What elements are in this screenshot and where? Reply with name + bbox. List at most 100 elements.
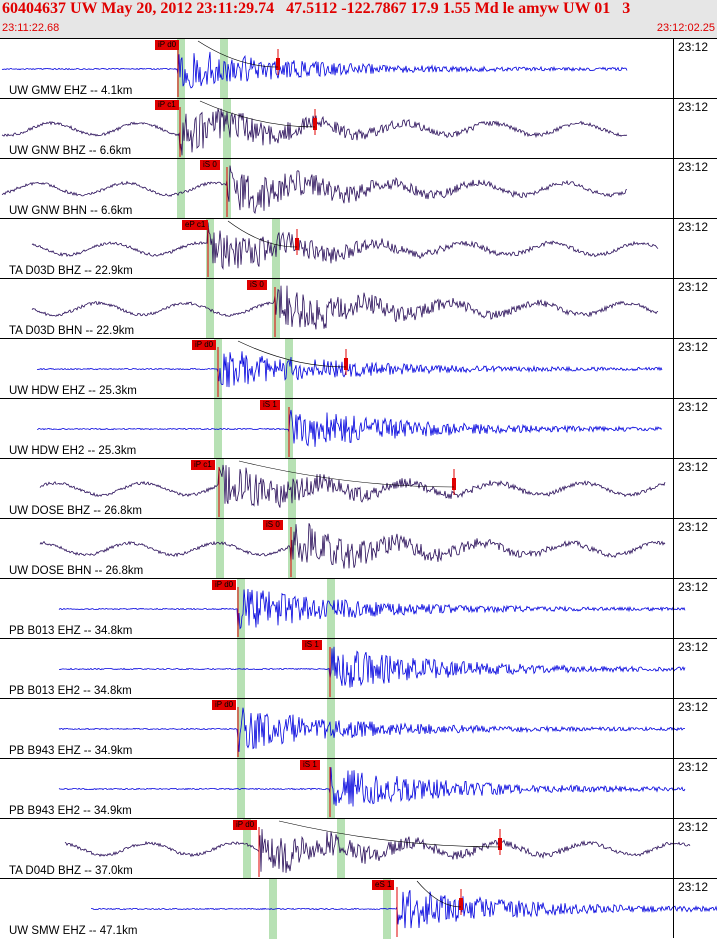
waveform-plot	[58, 699, 685, 759]
phase-window-bar	[327, 579, 335, 639]
waveform-trace	[36, 409, 663, 447]
panel-time-label: 23:12	[678, 280, 709, 294]
phase-pick-label[interactable]: iS 1	[300, 760, 320, 770]
waveform-trace	[39, 464, 666, 508]
seismogram-panel[interactable]: iS 0 23:12 UW DOSE BHN -- 26.8km	[0, 518, 717, 579]
seismogram-panel[interactable]: iP d0 23:12 UW HDW EHZ -- 25.3km	[0, 338, 717, 399]
coda-fit-curve	[238, 460, 455, 488]
coda-marker-box	[459, 898, 463, 910]
waveform-trace	[1, 51, 628, 89]
channel-label: TA D03D BHZ -- 22.9km	[9, 265, 133, 277]
seismogram-panel[interactable]: iS 0 23:12 TA D03D BHN -- 22.9km	[0, 278, 717, 339]
waveform-plot	[36, 399, 663, 459]
panel-time-label: 23:12	[678, 520, 709, 534]
phase-pick-label[interactable]: eS 1	[372, 880, 395, 890]
seismogram-panel[interactable]: iP c1 23:12 UW GNW BHZ -- 6.6km	[0, 98, 717, 159]
waveform-trace	[91, 889, 717, 929]
channel-label: UW HDW EHZ -- 25.3km	[9, 385, 137, 397]
waveform-plot	[1, 99, 628, 159]
phase-window-bar	[214, 399, 222, 459]
waveform-trace	[31, 222, 659, 271]
phase-pick-label[interactable]: iP c1	[155, 100, 179, 110]
event-header: 60404637 UW May 20, 2012 23:11:29.74 47.…	[0, 0, 717, 38]
panel-time-label: 23:12	[678, 700, 709, 714]
seismogram-panel[interactable]: eP c1 23:12 TA D03D BHZ -- 22.9km	[0, 218, 717, 279]
coda-fit-curve	[227, 220, 298, 248]
phase-window-bar	[220, 39, 228, 99]
phase-pick-label[interactable]: iS 0	[247, 280, 267, 290]
panel-time-label: 23:12	[678, 640, 709, 654]
start-time: 23:11:22.68	[2, 22, 60, 34]
channel-label: UW HDW EH2 -- 25.3km	[9, 445, 137, 457]
phase-window-bar	[285, 339, 293, 399]
waveform-plot	[91, 879, 717, 939]
phase-pick-label[interactable]: iS 0	[263, 520, 283, 530]
phase-window-bar	[288, 459, 296, 519]
waveform-plot	[1, 39, 628, 99]
phase-window-bar	[216, 519, 224, 579]
coda-fit-curve	[278, 820, 501, 848]
phase-pick-label[interactable]: eP c1	[182, 220, 209, 230]
seismogram-panel[interactable]: iP d0 23:12 PB B943 EHZ -- 34.9km	[0, 698, 717, 759]
panel-time-label: 23:12	[678, 160, 709, 174]
seismogram-panels: iP d0 23:12 UW GMW EHZ -- 4.1km iP c1 23:12 U…	[0, 38, 717, 939]
seismogram-panel[interactable]: iP d0 23:12 TA D04D BHZ -- 37.0km	[0, 818, 717, 879]
phase-pick-label[interactable]: iP c1	[191, 460, 215, 470]
phase-window-bar	[216, 459, 224, 519]
coda-fit-curve	[197, 40, 279, 68]
channel-label: PB B013 EHZ -- 34.8km	[9, 625, 133, 637]
panel-time-label: 23:12	[678, 580, 709, 594]
channel-label: UW GMW EHZ -- 4.1km	[9, 85, 133, 97]
waveform-plot	[59, 639, 686, 699]
panel-time-label: 23:12	[678, 340, 709, 354]
waveform-trace	[59, 646, 686, 688]
phase-pick-label[interactable]: iP d0	[155, 40, 180, 50]
phase-window-bar	[243, 819, 251, 879]
waveform-trace	[58, 588, 686, 630]
waveform-plot	[58, 579, 686, 639]
seismogram-panel[interactable]: iS 1 23:12 PB B943 EH2 -- 34.9km	[0, 758, 717, 819]
seismogram-panel[interactable]: iP d0 23:12 PB B013 EHZ -- 34.8km	[0, 578, 717, 639]
seismogram-panel[interactable]: iP d0 23:12 UW GMW EHZ -- 4.1km	[0, 38, 717, 99]
seismogram-panel[interactable]: iS 1 23:12 UW HDW EH2 -- 25.3km	[0, 398, 717, 459]
seismogram-panel[interactable]: iS 0 23:12 UW GNW BHN -- 6.6km	[0, 158, 717, 219]
panel-time-label: 23:12	[678, 100, 709, 114]
phase-pick-label[interactable]: iP d0	[212, 700, 237, 710]
phase-pick-label[interactable]: iS 1	[260, 400, 280, 410]
seismogram-panel[interactable]: eS 1 23:12 UW SMW EHZ -- 47.1km	[0, 878, 717, 939]
panel-time-label: 23:12	[678, 880, 709, 894]
phase-window-bar	[272, 219, 280, 279]
waveform-plot	[1, 159, 628, 219]
channel-label: TA D04D BHZ -- 37.0km	[9, 865, 133, 877]
phase-pick-label[interactable]: iP d0	[192, 340, 217, 350]
channel-label: PB B943 EHZ -- 34.9km	[9, 745, 133, 757]
waveform-plot	[64, 819, 691, 879]
coda-marker-box	[313, 118, 317, 130]
phase-window-bar	[177, 99, 185, 159]
channel-label: TA D03D BHN -- 22.9km	[9, 325, 135, 337]
phase-window-bar	[327, 759, 335, 819]
waveform-trace	[58, 767, 686, 807]
coda-fit-curve	[199, 100, 316, 128]
channel-label: UW GNW BHZ -- 6.6km	[9, 145, 132, 157]
channel-label: UW GNW BHN -- 6.6km	[9, 205, 133, 217]
phase-pick-label[interactable]: iP d0	[212, 580, 237, 590]
seismogram-panel[interactable]: iP c1 23:12 UW DOSE BHZ -- 26.8km	[0, 458, 717, 519]
phase-pick-label[interactable]: iS 1	[302, 640, 322, 650]
waveform-plot	[58, 759, 686, 819]
panel-time-label: 23:12	[678, 400, 709, 414]
coda-fit-curve	[237, 340, 347, 368]
phase-window-bar	[177, 39, 185, 99]
panel-time-label: 23:12	[678, 820, 709, 834]
channel-label: UW DOSE BHN -- 26.8km	[9, 565, 144, 577]
end-time: 23:12:02.25	[656, 22, 715, 34]
panel-time-label: 23:12	[678, 760, 709, 774]
coda-marker-box	[344, 358, 348, 370]
phase-window-bar	[223, 99, 231, 159]
phase-pick-label[interactable]: iP d0	[233, 820, 258, 830]
seismogram-panel[interactable]: iS 1 23:12 PB B013 EH2 -- 34.8km	[0, 638, 717, 699]
time-axis-divider	[673, 38, 674, 938]
waveform-trace	[39, 523, 666, 569]
phase-pick-label[interactable]: iS 0	[200, 160, 220, 170]
waveform-trace	[58, 707, 685, 752]
